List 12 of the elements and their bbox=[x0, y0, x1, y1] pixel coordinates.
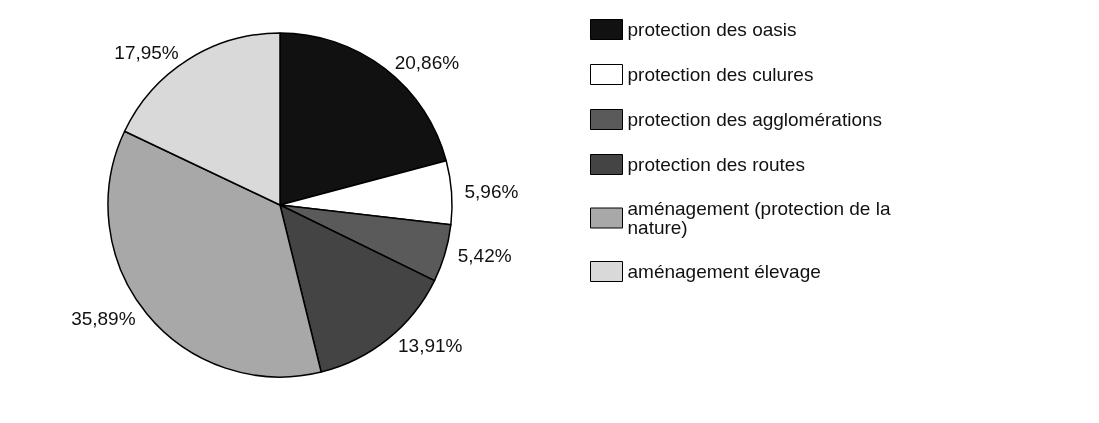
legend-label: aménagement élevage bbox=[627, 261, 821, 282]
data-label: 17,95% bbox=[114, 42, 179, 64]
data-label: 20,86% bbox=[394, 51, 460, 73]
data-label: 35,89% bbox=[71, 308, 136, 330]
data-label: 13,91% bbox=[397, 334, 463, 356]
legend-label: protection des oasis bbox=[627, 19, 797, 40]
legend-label: protection des routes bbox=[627, 154, 805, 175]
data-label: 5,96% bbox=[464, 181, 519, 203]
data-label: 5,42% bbox=[457, 245, 512, 267]
legend-label: protection des culures bbox=[627, 64, 814, 85]
legend-label: protection des agglomérations bbox=[627, 109, 883, 130]
legend-label: aménagement (protection de la nature) bbox=[627, 198, 896, 238]
